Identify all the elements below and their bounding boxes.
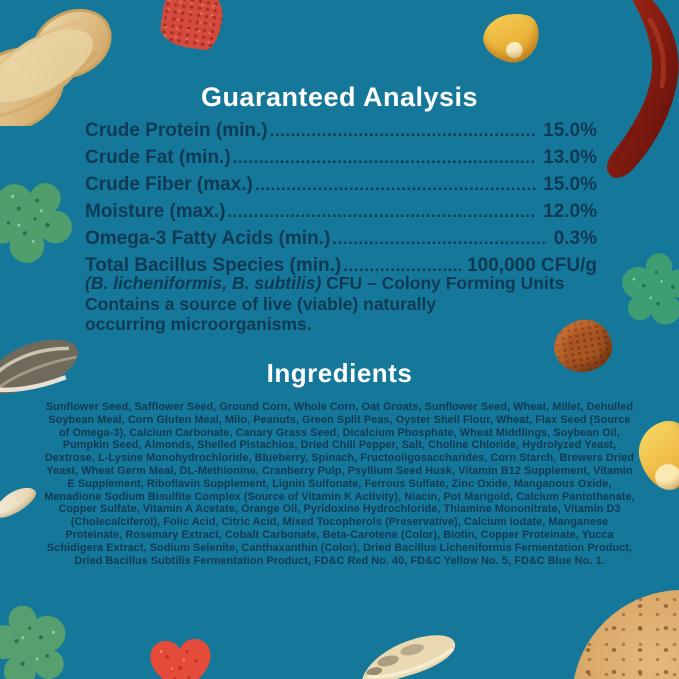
ingredients-title: Ingredients <box>266 358 413 388</box>
analysis-row-crude-protein: Crude Protein (min.) 15.0% <box>85 120 597 147</box>
strawberry-treat-decoration <box>158 0 226 52</box>
cfu-note: (B. licheniformis, B. subtilis) CFU – Co… <box>85 273 597 335</box>
dot-leader <box>233 147 537 169</box>
guaranteed-analysis-table: Crude Protein (min.) 15.0% Crude Fat (mi… <box>85 120 597 282</box>
analysis-row-crude-fat: Crude Fat (min.) 13.0% <box>85 147 597 174</box>
green-treat-right-decoration <box>607 239 679 342</box>
analysis-value: 12.0% <box>543 201 597 222</box>
sunflower-seed-bottom-decoration <box>352 622 465 679</box>
guaranteed-analysis-title: Guaranteed Analysis <box>200 82 479 112</box>
analysis-label: Omega-3 Fatty Acids (min.) <box>85 228 331 249</box>
analysis-value: 15.0% <box>543 174 597 195</box>
analysis-row-bacillus: Total Bacillus Species (min.) 100,000 CF… <box>85 255 597 282</box>
corn-kernel-top-decoration <box>478 6 544 68</box>
analysis-value: 0.3% <box>553 228 597 249</box>
dot-leader <box>270 120 538 142</box>
analysis-label: Crude Protein (min.) <box>85 120 268 141</box>
cfu-note-body: Contains a source of live (viable) natur… <box>85 293 437 335</box>
analysis-label: Crude Fat (min.) <box>85 147 231 168</box>
dot-leader <box>255 174 537 196</box>
analysis-label: Crude Fiber (max.) <box>85 174 253 195</box>
heart-treat-decoration <box>142 631 220 679</box>
ingredients-text: Sunflower Seed, Safflower Seed, Ground C… <box>44 401 635 567</box>
safflower-seed-left-decoration <box>0 481 40 523</box>
green-treat-left-decoration <box>0 180 74 266</box>
cfu-note-species-line: (B. licheniformis, B. subtilis) CFU – Co… <box>85 273 597 294</box>
analysis-row-crude-fiber: Crude Fiber (max.) 15.0% <box>85 174 597 201</box>
dot-leader <box>332 228 547 250</box>
corn-kernel-right-decoration <box>630 415 679 497</box>
almond-cookie-decoration <box>572 590 679 679</box>
analysis-value: 100,000 CFU/g <box>467 255 597 276</box>
cfu-note-units: CFU – Colony Forming Units <box>321 273 565 293</box>
cfu-note-species: (B. licheniformis, B. subtilis) <box>85 273 322 293</box>
dot-leader <box>227 201 537 223</box>
analysis-row-omega3: Omega-3 Fatty Acids (min.) 0.3% <box>85 228 597 255</box>
green-treat-bottom-left-decoration <box>0 602 72 679</box>
analysis-label: Total Bacillus Species (min.) <box>85 255 342 276</box>
analysis-value: 13.0% <box>543 147 597 168</box>
analysis-label: Moisture (max.) <box>85 201 226 222</box>
analysis-row-moisture: Moisture (max.) 12.0% <box>85 201 597 228</box>
analysis-value: 15.0% <box>543 120 597 141</box>
